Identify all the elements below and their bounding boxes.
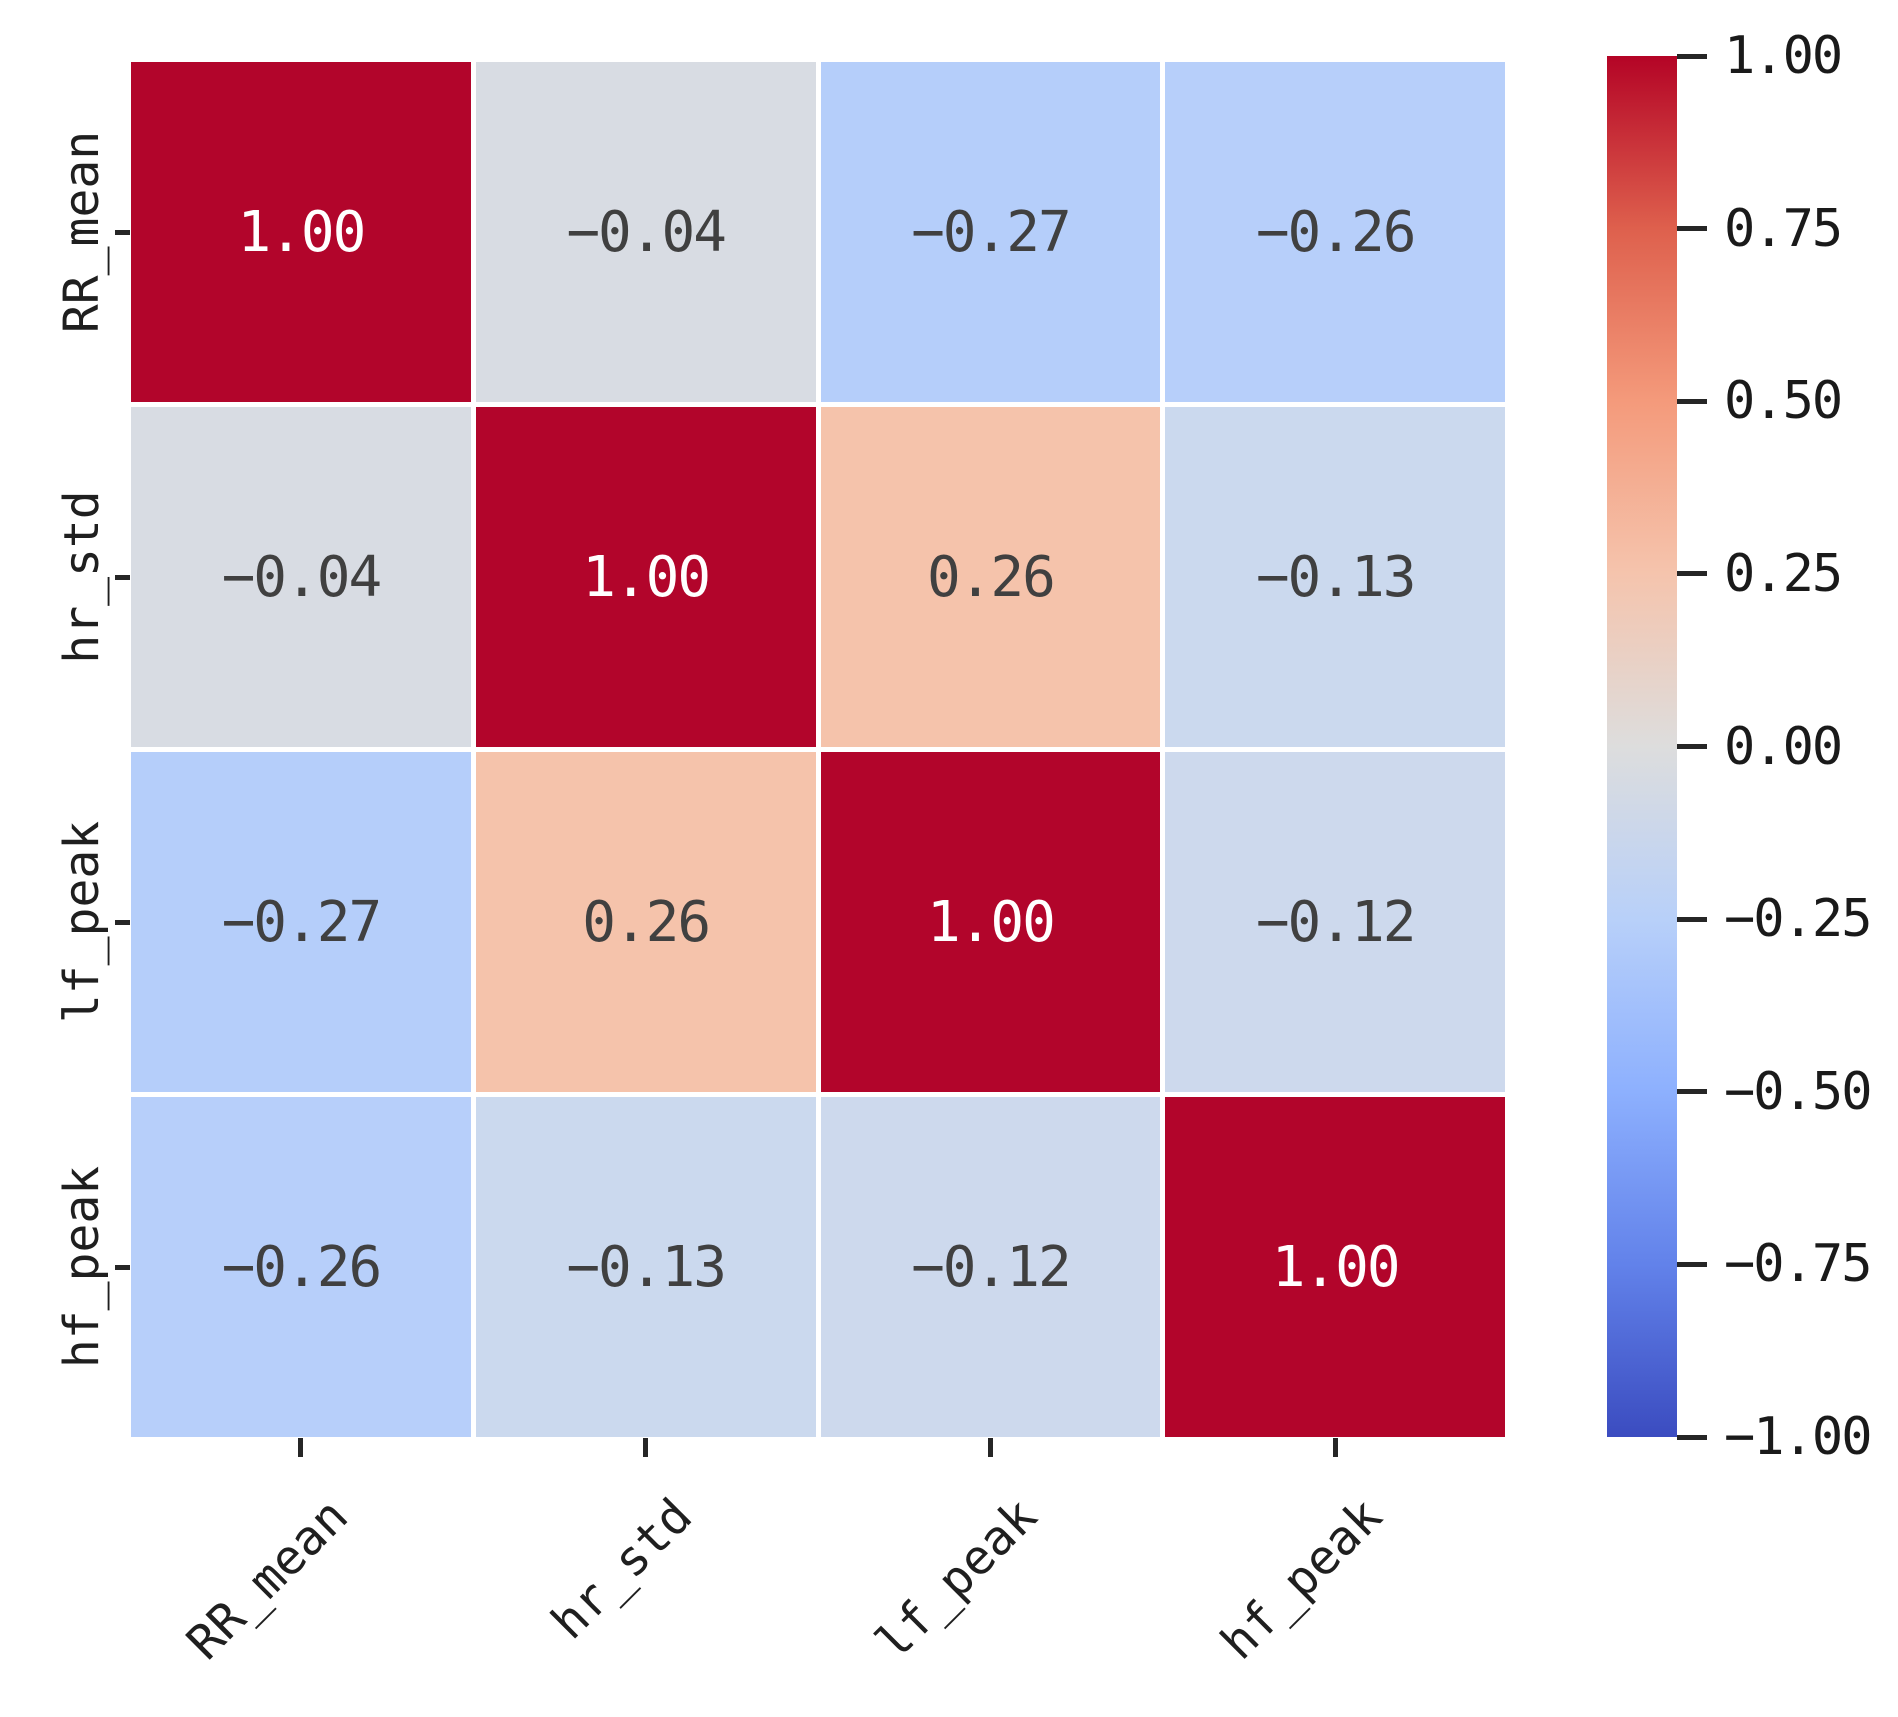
- colorbar-tick-label: −0.25: [1724, 889, 1873, 950]
- colorbar-tick-label: −0.50: [1724, 1061, 1873, 1122]
- x-axis-label-hr_std: hr_std: [541, 1488, 704, 1651]
- heatmap-cell-hf_peak-lf_peak: −0.12: [820, 1097, 1161, 1437]
- heatmap-cell-RR_mean-RR_mean: 1.00: [131, 62, 471, 402]
- x-axis-tick: [987, 1438, 993, 1457]
- heatmap-cell-lf_peak-lf_peak: 1.00: [820, 752, 1161, 1092]
- y-axis-tick: [115, 229, 130, 235]
- heatmap-grid: 1.00 −0.04 −0.27 −0.26 −0.04 1.00 0.26 −0.13 −0.…: [131, 62, 1505, 1437]
- x-axis-tick: [298, 1438, 304, 1457]
- colorbar-tick: [1677, 916, 1707, 922]
- colorbar-tick: [1677, 1261, 1707, 1267]
- colorbar-tick: [1677, 1089, 1707, 1095]
- heatmap-cell-RR_mean-hf_peak: −0.26: [1165, 62, 1505, 402]
- heatmap-cell-hr_std-lf_peak: 0.26: [820, 407, 1161, 747]
- x-axis-tick: [1332, 1438, 1338, 1457]
- heatmap-cell-lf_peak-hf_peak: −0.12: [1165, 752, 1505, 1092]
- colorbar-tick-label: 1.00: [1724, 26, 1843, 86]
- x-axis-label-hf_peak: hf_peak: [1210, 1488, 1393, 1671]
- colorbar-tick-label: −0.75: [1724, 1234, 1873, 1295]
- y-axis-tick: [115, 574, 130, 580]
- colorbar-tick-label: 0.50: [1724, 371, 1843, 432]
- heatmap-cell-hf_peak-hf_peak: 1.00: [1165, 1097, 1505, 1437]
- colorbar-tick: [1677, 398, 1707, 404]
- y-axis-label-hr_std: hr_std: [54, 490, 110, 664]
- colorbar-tick: [1677, 744, 1707, 749]
- heatmap-cell-hf_peak-RR_mean: −0.26: [131, 1097, 471, 1437]
- colorbar-tick-label: 0.25: [1724, 543, 1843, 604]
- x-axis-tick: [643, 1438, 649, 1457]
- heatmap-cell-hr_std-hr_std: 1.00: [475, 407, 816, 747]
- heatmap-cell-hr_std-hf_peak: −0.13: [1165, 407, 1505, 747]
- heatmap-cell-lf_peak-hr_std: 0.26: [475, 752, 816, 1092]
- heatmap-cell-lf_peak-RR_mean: −0.27: [131, 752, 471, 1092]
- colorbar-tick: [1677, 226, 1707, 232]
- heatmap-cell-RR_mean-lf_peak: −0.27: [820, 62, 1161, 402]
- heatmap-cell-RR_mean-hr_std: −0.04: [475, 62, 816, 402]
- colorbar-tick-label: −1.00: [1724, 1407, 1873, 1467]
- colorbar-tick-label: 0.00: [1724, 716, 1843, 777]
- y-axis-label-RR_mean: RR_mean: [54, 130, 110, 334]
- colorbar-tick: [1677, 1434, 1707, 1440]
- heatmap-cell-hf_peak-hr_std: −0.13: [475, 1097, 816, 1437]
- colorbar-tick: [1677, 571, 1707, 577]
- colorbar-tick-label: 0.75: [1724, 198, 1843, 259]
- x-axis-label-lf_peak: lf_peak: [865, 1488, 1048, 1671]
- colorbar-gradient: [1607, 56, 1677, 1437]
- y-axis-label-hf_peak: hf_peak: [54, 1165, 110, 1369]
- colorbar-tick: [1677, 53, 1707, 59]
- heatmap-cell-hr_std-RR_mean: −0.04: [131, 407, 471, 747]
- x-axis-label-RR_mean: RR_mean: [175, 1488, 359, 1671]
- y-axis-tick: [115, 919, 130, 925]
- y-axis-tick: [115, 1264, 130, 1270]
- y-axis-label-lf_peak: lf_peak: [54, 820, 110, 1024]
